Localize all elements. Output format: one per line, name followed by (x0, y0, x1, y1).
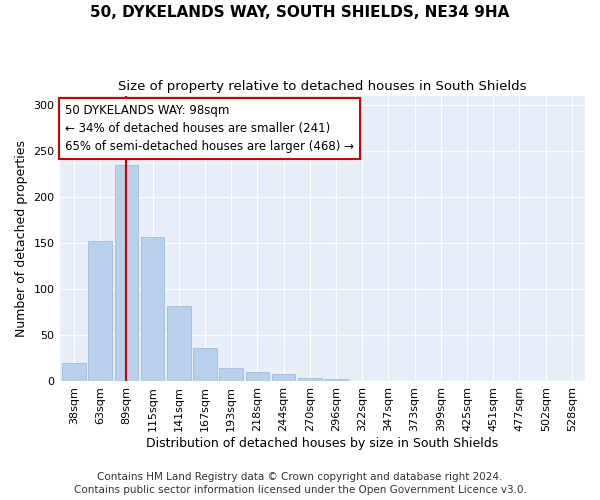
Bar (508, 380, 531, 382)
Y-axis label: Number of detached properties: Number of detached properties (15, 140, 28, 337)
Text: 50, DYKELANDS WAY, SOUTH SHIELDS, NE34 9HA: 50, DYKELANDS WAY, SOUTH SHIELDS, NE34 9… (91, 5, 509, 20)
Bar (324, 378, 348, 382)
Bar (298, 378, 322, 382)
Bar (245, 372, 269, 382)
Bar (220, 368, 243, 382)
Bar (272, 374, 295, 382)
Bar (193, 348, 217, 382)
Bar (141, 236, 164, 382)
X-axis label: Distribution of detached houses by size in South Shields: Distribution of detached houses by size … (146, 437, 499, 450)
Bar (167, 306, 191, 382)
Title: Size of property relative to detached houses in South Shields: Size of property relative to detached ho… (118, 80, 527, 93)
Text: Contains HM Land Registry data © Crown copyright and database right 2024.
Contai: Contains HM Land Registry data © Crown c… (74, 472, 526, 495)
Bar (560, 380, 584, 382)
Text: 50 DYKELANDS WAY: 98sqm
← 34% of detached houses are smaller (241)
65% of semi-d: 50 DYKELANDS WAY: 98sqm ← 34% of detache… (65, 104, 354, 153)
Bar (62, 363, 86, 382)
Bar (350, 380, 374, 382)
Bar (88, 242, 112, 382)
Bar (115, 164, 138, 382)
